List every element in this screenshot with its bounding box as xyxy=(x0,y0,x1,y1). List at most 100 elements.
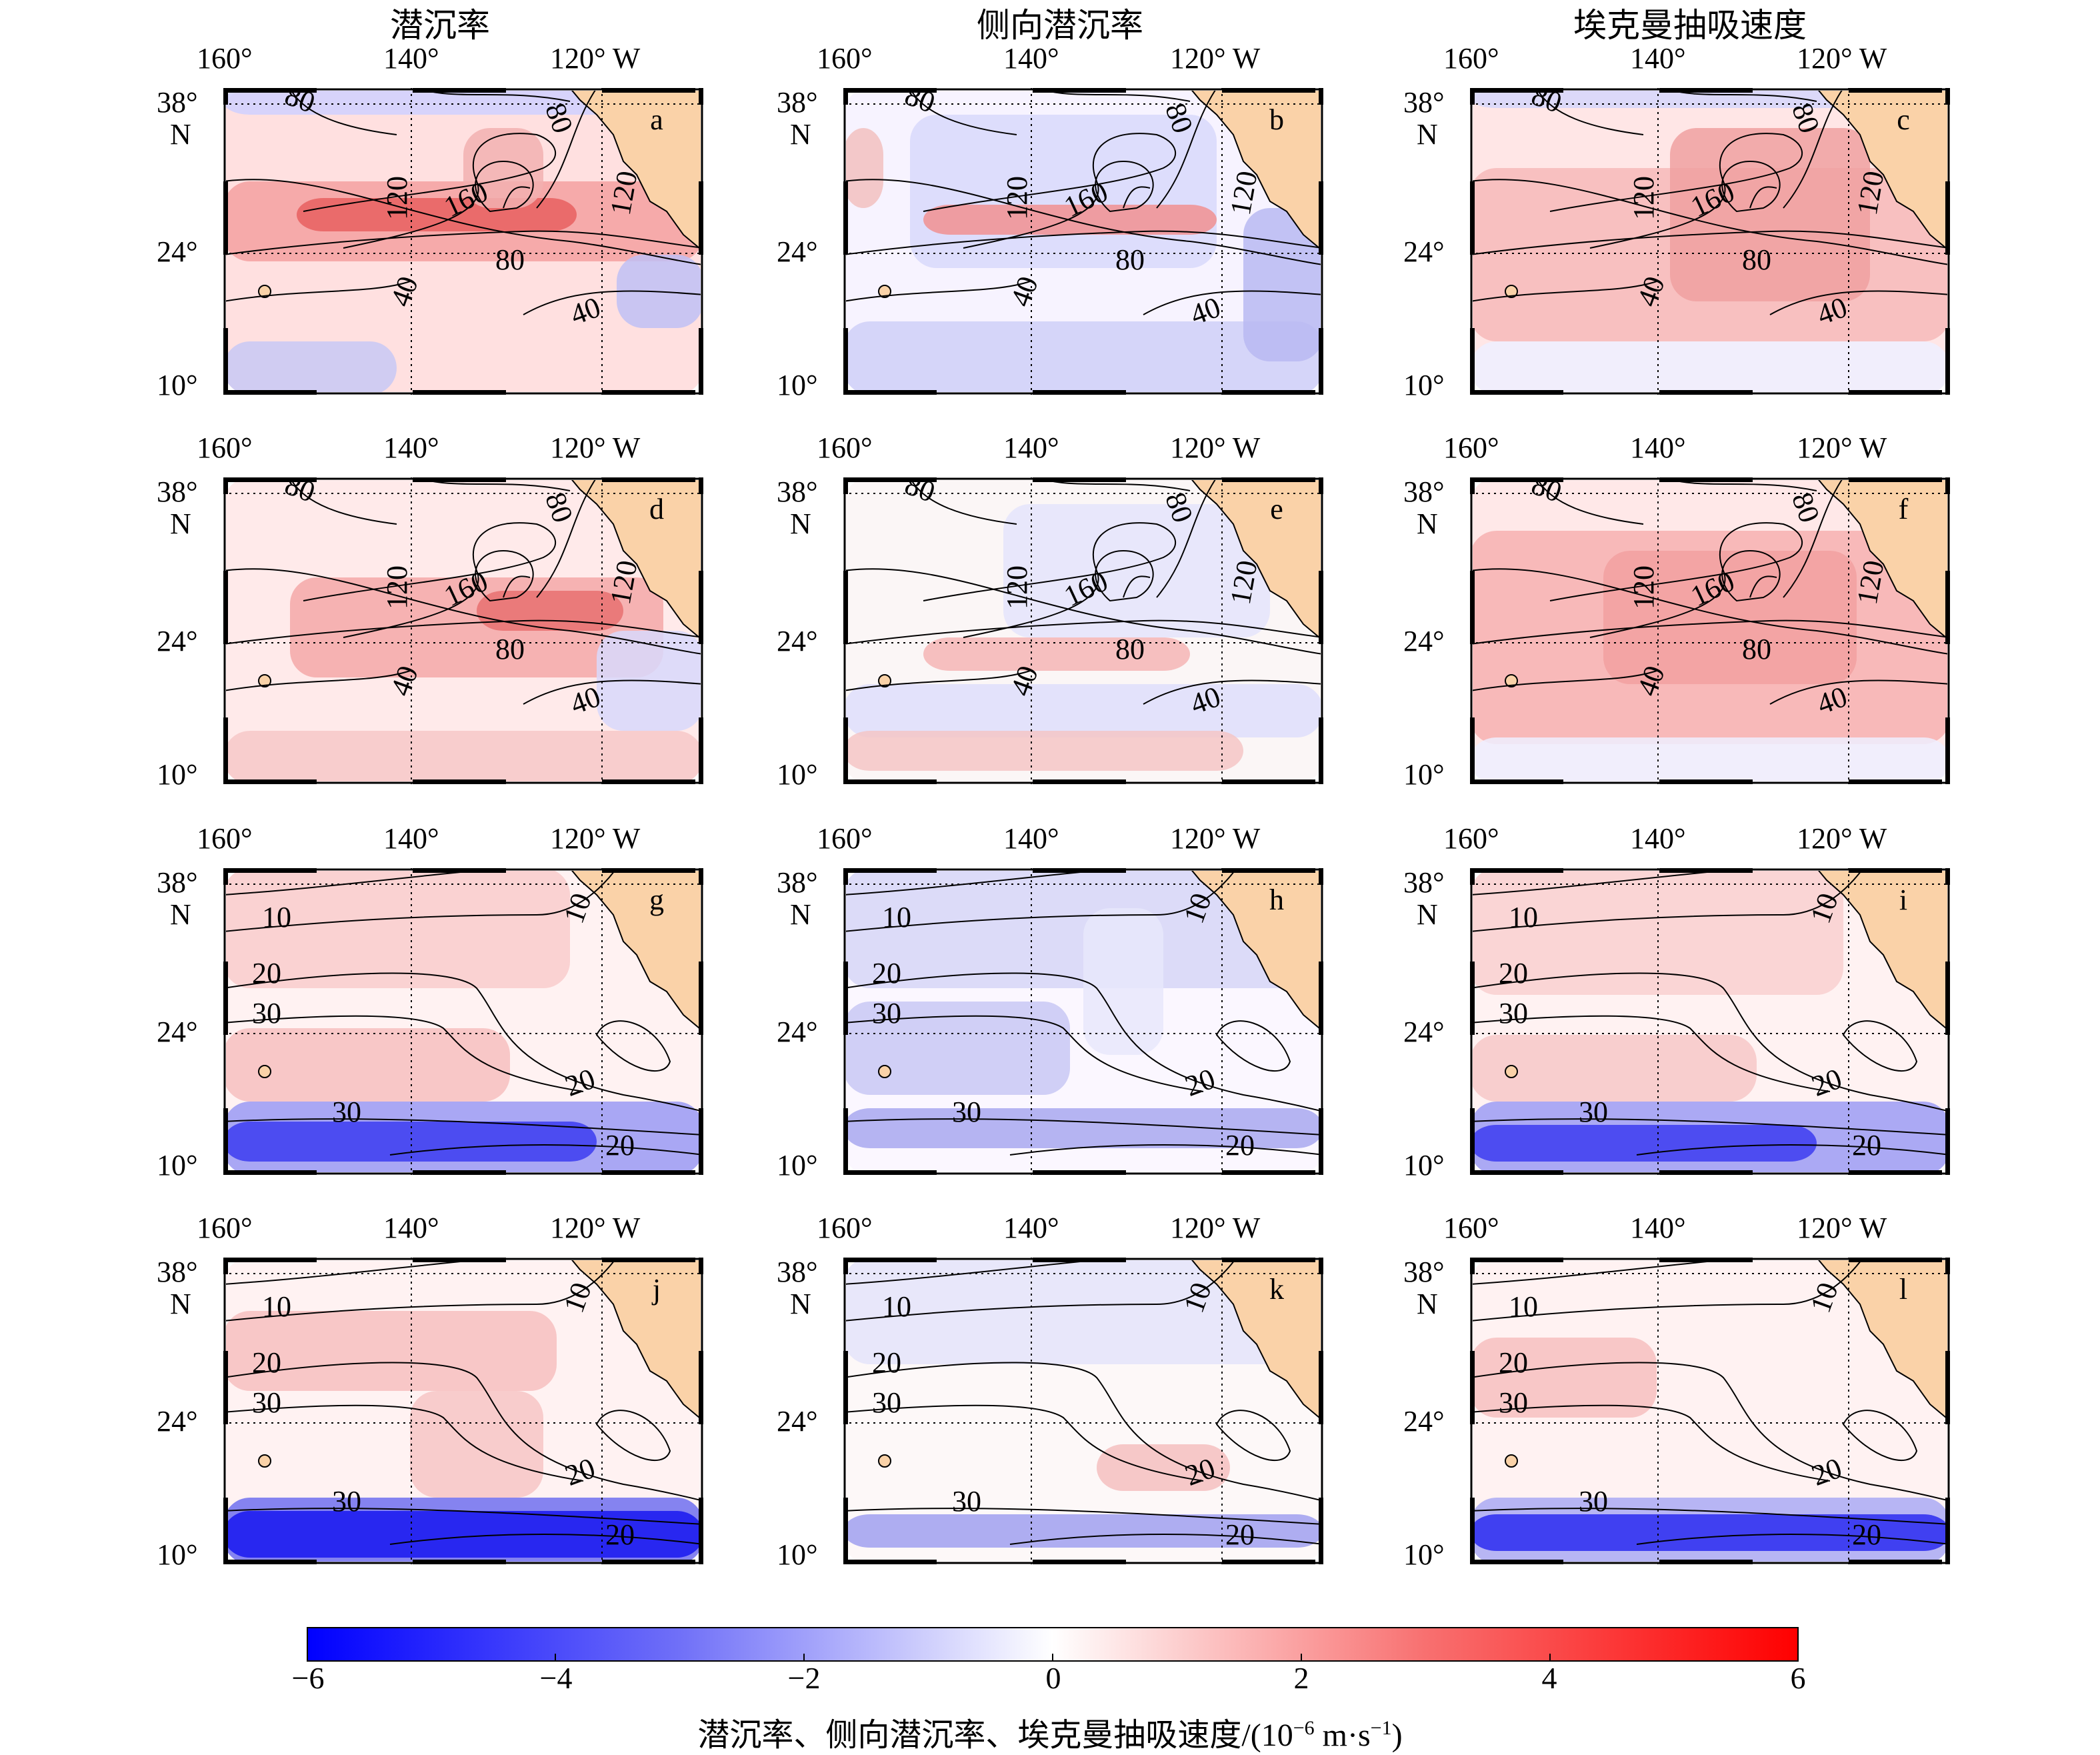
contour-label: 20 xyxy=(872,1346,901,1379)
frame-ticks xyxy=(223,477,703,784)
lat-label-10: 10° xyxy=(777,1149,818,1182)
panel-letter: j xyxy=(651,1273,661,1306)
contour-label: 30 xyxy=(1499,997,1528,1030)
colorbar-ticks xyxy=(555,1654,1551,1661)
lon-label-160: 160° xyxy=(1443,822,1499,855)
map-panel-l: 10 10 20 30 30 20 20 l xyxy=(1470,1258,1950,1564)
lat-label-38: 38° xyxy=(1403,475,1445,508)
lon-label-160: 160° xyxy=(1443,431,1499,464)
graticule xyxy=(843,1258,1323,1564)
map-panel-k: 10 10 20 30 30 20 20 k xyxy=(843,1258,1323,1564)
frame-ticks xyxy=(223,868,703,1175)
lon-label-140: 140° xyxy=(1630,42,1686,75)
lon-label-160: 160° xyxy=(197,822,253,855)
shading-patch xyxy=(846,128,883,208)
map-panel-g: 10 10 20 30 30 20 20 g xyxy=(223,868,703,1175)
shading-patch xyxy=(226,1122,597,1162)
lon-label-160: 160° xyxy=(817,822,873,855)
shading-patch xyxy=(226,1311,557,1391)
contour-label: 120 xyxy=(381,176,413,220)
lat-label-10: 10° xyxy=(1403,1538,1445,1571)
graticule xyxy=(1470,1258,1950,1564)
lon-label-120w: 120° W xyxy=(550,822,641,855)
shading-patch xyxy=(297,198,577,231)
colorbar-tick-label: 2 xyxy=(1293,1661,1309,1695)
lat-label-24: 24° xyxy=(1403,625,1445,657)
contour-label: 30 xyxy=(332,1096,361,1128)
graticule xyxy=(223,1258,703,1564)
lat-label-38: 38° xyxy=(1403,1256,1445,1288)
panel-letter: k xyxy=(1269,1273,1284,1306)
lon-label-160: 160° xyxy=(197,42,253,75)
shading-patch xyxy=(846,1002,1070,1095)
contour-label: 80 xyxy=(1115,243,1145,276)
island xyxy=(1505,285,1518,298)
lon-label-140: 140° xyxy=(383,431,439,464)
lon-label-120w: 120° W xyxy=(1797,822,1887,855)
contour-label: 10 xyxy=(1509,901,1538,934)
shading-patch xyxy=(410,1391,543,1498)
frame-ticks xyxy=(843,868,1323,1175)
colorbar-title: 潜沉率、侧向潜沉率、埃克曼抽吸速度/(10−6 m·s−1) xyxy=(697,1717,1403,1753)
contour-label: 20 xyxy=(252,957,281,990)
contour-label: 30 xyxy=(332,1485,361,1518)
island xyxy=(878,1454,891,1468)
panel-letter: f xyxy=(1899,493,1909,525)
contour-label: 20 xyxy=(605,1129,635,1162)
contour-label: 20 xyxy=(1499,957,1528,990)
graticule xyxy=(843,868,1323,1175)
lat-label-n: N xyxy=(170,118,191,151)
frame-ticks xyxy=(1470,1258,1950,1564)
lat-label-n: N xyxy=(1417,898,1438,931)
shading-patch xyxy=(846,321,1321,392)
panel-letter: b xyxy=(1269,103,1284,136)
contour-lines xyxy=(1473,91,1947,315)
lon-label-140: 140° xyxy=(1630,431,1686,464)
graticule xyxy=(223,868,703,1175)
lon-label-120w: 120° W xyxy=(1170,42,1261,75)
lon-label-160: 160° xyxy=(197,431,253,464)
lat-label-10: 10° xyxy=(157,369,198,401)
lat-label-24: 24° xyxy=(777,1016,818,1048)
contour-label: 80 xyxy=(495,633,525,665)
map-panel-j: 10 10 20 30 30 20 20 j xyxy=(223,1258,703,1564)
lat-label-10: 10° xyxy=(157,1538,198,1571)
contour-label: 10 xyxy=(262,1290,291,1323)
shading-patch xyxy=(226,871,570,988)
lon-label-120w: 120° W xyxy=(1797,1212,1887,1244)
contour-label: 20 xyxy=(1225,1129,1255,1162)
contour-label: 20 xyxy=(1225,1518,1255,1551)
lon-label-120w: 120° W xyxy=(550,431,641,464)
lat-label-n: N xyxy=(170,1288,191,1320)
shading-patch xyxy=(1473,871,1843,995)
map-panel-a: 80 80 120 160 120 80 40 40 a xyxy=(223,88,703,395)
frame-ticks xyxy=(223,88,703,395)
lon-label-140: 140° xyxy=(1003,822,1059,855)
contour-lines xyxy=(846,480,1321,705)
lat-label-38: 38° xyxy=(1403,866,1445,899)
graticule xyxy=(843,477,1323,784)
lat-label-n: N xyxy=(170,898,191,931)
contour-label: 10 xyxy=(262,901,291,934)
lon-label-120w: 120° W xyxy=(1797,431,1887,464)
lat-label-38: 38° xyxy=(777,475,818,508)
shading-patch xyxy=(846,1108,1321,1148)
contour-label: 120 xyxy=(1851,169,1891,218)
contour-label: 120 xyxy=(604,558,644,607)
lon-label-160: 160° xyxy=(1443,42,1499,75)
shading-patch xyxy=(1473,1338,1657,1418)
lon-label-140: 140° xyxy=(1003,42,1059,75)
lat-label-n: N xyxy=(170,507,191,540)
lon-label-140: 140° xyxy=(1003,1212,1059,1244)
frame-ticks xyxy=(1470,88,1950,395)
contour-label: 120 xyxy=(1001,176,1033,220)
frame-ticks xyxy=(223,1258,703,1564)
contour-lines xyxy=(1473,480,1947,705)
contour-label: 120 xyxy=(1224,169,1264,218)
shading-patch xyxy=(1003,504,1270,637)
contour-label: 20 xyxy=(605,1518,635,1551)
lat-label-10: 10° xyxy=(777,369,818,401)
